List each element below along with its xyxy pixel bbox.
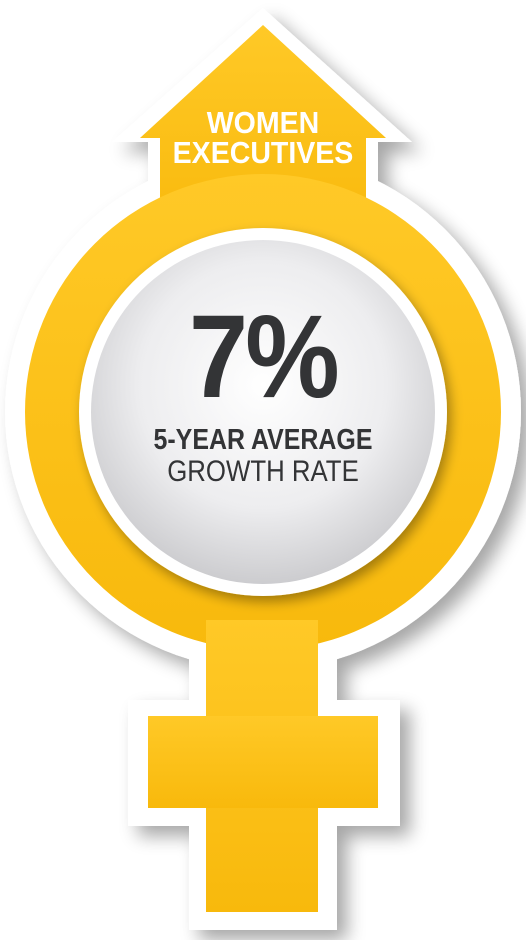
stat-value: 7% bbox=[188, 291, 340, 423]
header-line-2: EXECUTIVES bbox=[172, 135, 354, 170]
stat-label-bold: 5-YEAR AVERAGE bbox=[153, 424, 373, 456]
header-line-1: WOMEN bbox=[206, 105, 320, 140]
venus-crossbar bbox=[148, 716, 378, 808]
stat-label-regular: GROWTH RATE bbox=[167, 455, 359, 488]
header-label: WOMEN EXECUTIVES bbox=[171, 105, 355, 170]
